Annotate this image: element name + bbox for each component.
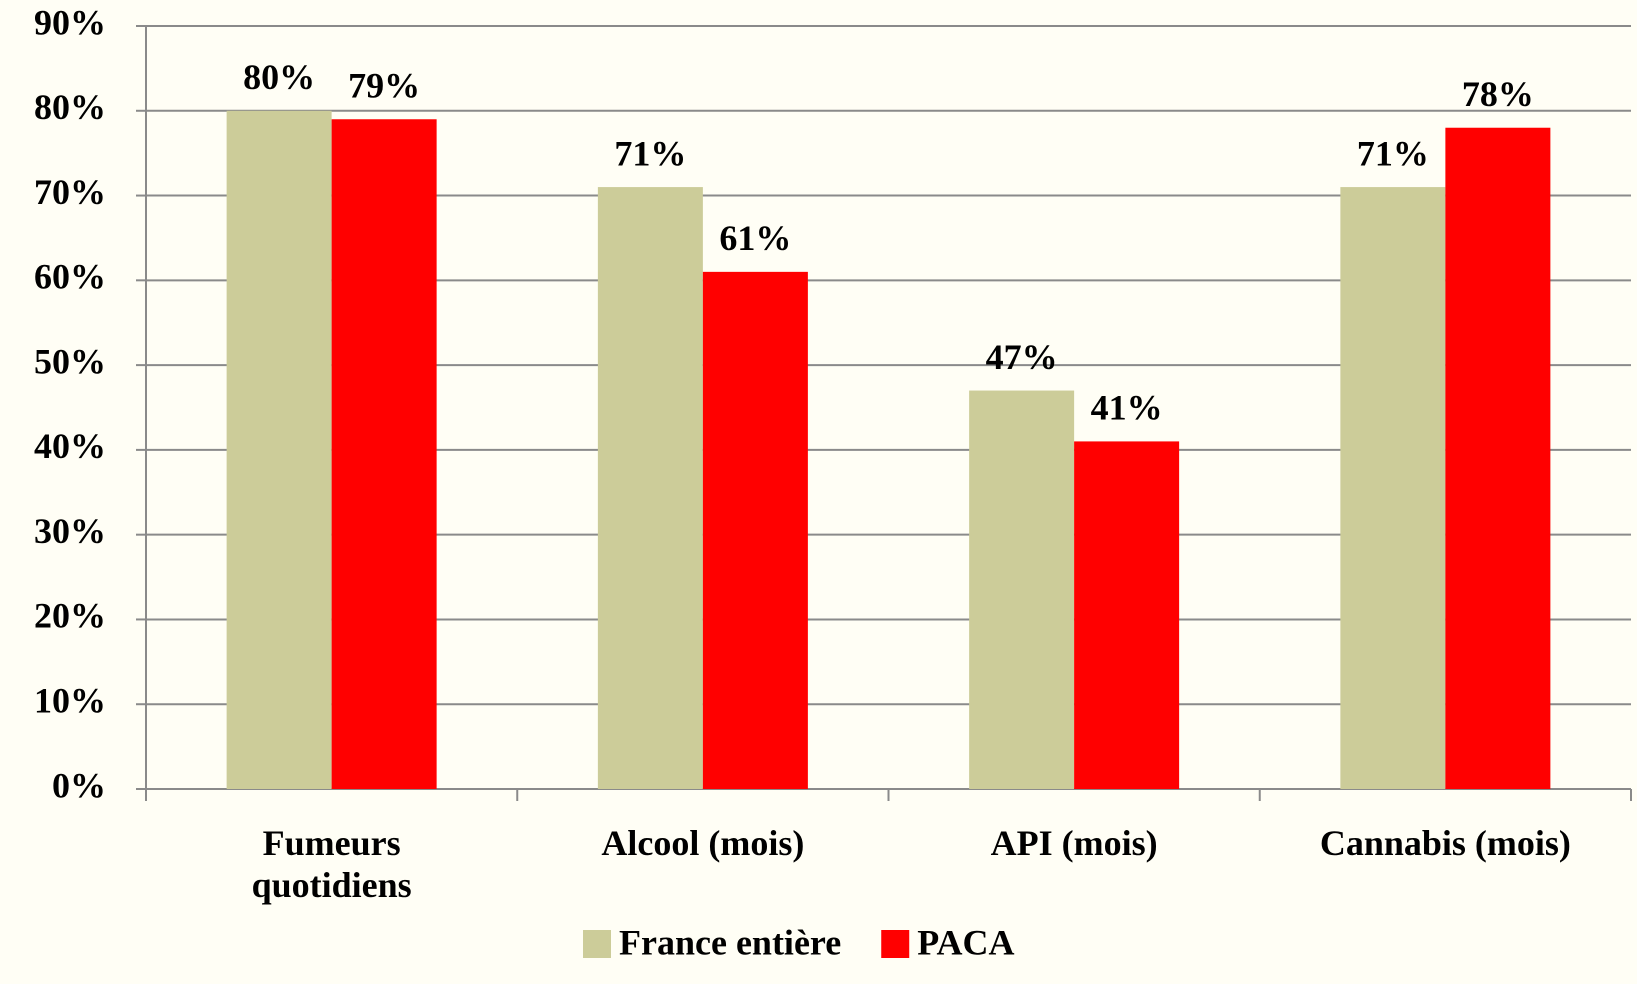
bar [331,119,437,789]
data-label: 41% [1091,388,1163,428]
y-tick-label: 30% [34,511,106,551]
legend-swatch [583,930,611,958]
y-tick-label: 20% [34,596,106,636]
x-tick-label: Cannabis (mois) [1319,823,1571,863]
data-label: 79% [348,66,420,106]
y-tick-label: 40% [34,426,106,466]
bar [702,271,808,789]
bar [1340,187,1446,790]
data-label: 71% [1357,133,1429,173]
y-tick-label: 0% [52,765,106,805]
data-label: 61% [719,218,791,258]
y-tick-label: 70% [34,172,106,212]
y-tick-label: 50% [34,341,106,381]
y-tick-label: 80% [34,87,106,127]
bar [226,110,332,790]
bar [969,390,1075,789]
data-label: 71% [614,133,686,173]
x-tick-label: Alcool (mois) [601,823,805,863]
y-tick-label: 60% [34,257,106,297]
y-tick-label: 10% [34,680,106,720]
y-tick-label: 90% [34,2,106,42]
data-label: 80% [243,57,315,97]
legend-swatch [881,930,910,958]
legend-label: PACA [917,922,1014,962]
bar [1074,441,1180,789]
bar [597,187,703,790]
data-label: 47% [986,337,1058,377]
bar [1445,127,1551,789]
data-label: 78% [1462,74,1534,114]
legend-label: France entière [619,922,841,962]
x-tick-label: API (mois) [990,823,1158,863]
x-tick-label: Fumeurs quotidiens [251,823,412,905]
